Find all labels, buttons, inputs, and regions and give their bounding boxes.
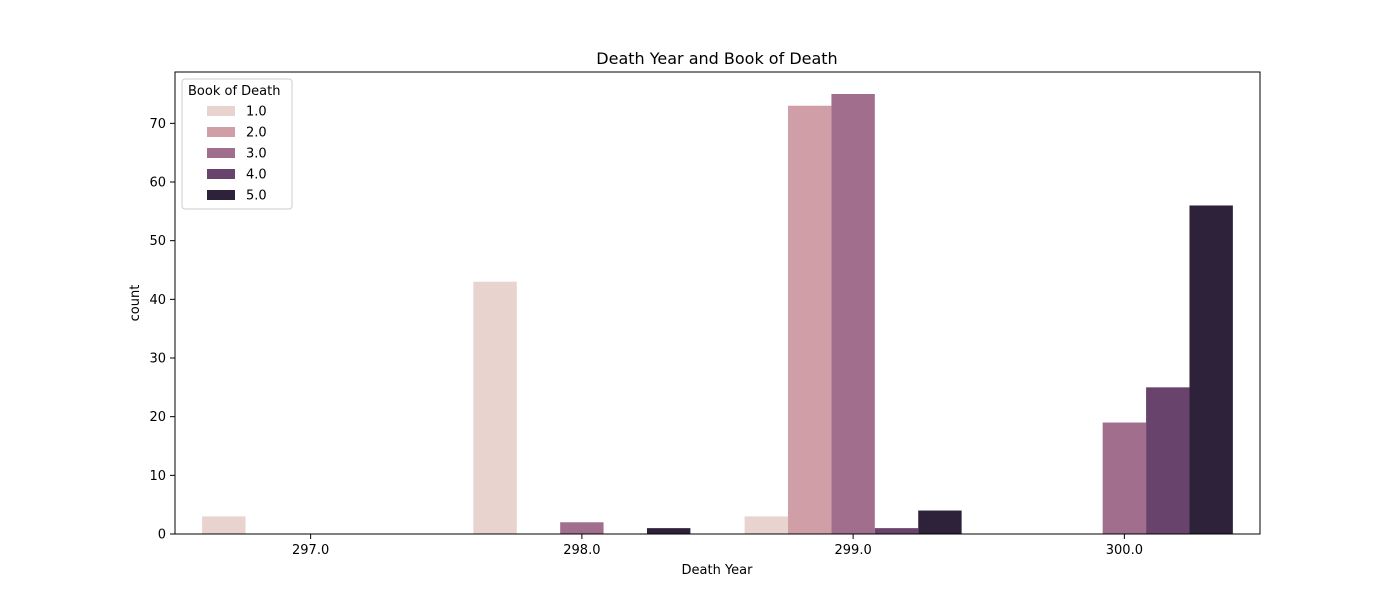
y-axis-label: count <box>128 285 143 322</box>
y-tick-label: 40 <box>149 293 166 308</box>
y-tick-label: 70 <box>149 117 166 132</box>
bar-298.0-series-3.0 <box>560 522 604 534</box>
bar-300.0-series-4.0 <box>1146 387 1190 534</box>
legend-label-4.0: 4.0 <box>246 168 267 183</box>
legend-swatch-3.0 <box>207 148 235 158</box>
bar-298.0-series-5.0 <box>646 528 691 534</box>
legend-label-2.0: 2.0 <box>246 126 267 141</box>
bar-300.0-series-3.0 <box>1102 422 1147 534</box>
bar-299.0-series-1.0 <box>744 516 789 534</box>
x-tick-label: 298.0 <box>563 543 600 558</box>
legend-label-5.0: 5.0 <box>246 189 267 204</box>
plot-frame <box>174 71 1261 535</box>
y-tick-label: 10 <box>149 469 166 484</box>
legend-title: Book of Death <box>188 84 280 99</box>
y-tick-label: 50 <box>149 234 166 249</box>
bar-298.0-series-1.0 <box>473 281 517 534</box>
bars-layer <box>202 94 1233 534</box>
bar-299.0-series-3.0 <box>831 94 875 534</box>
x-tick-label: 299.0 <box>835 543 872 558</box>
x-tick-label: 300.0 <box>1106 543 1143 558</box>
y-tick-label: 20 <box>149 410 166 425</box>
bar-297.0-series-1.0 <box>202 516 246 534</box>
legend-swatch-2.0 <box>207 127 235 137</box>
chart-title: Death Year and Book of Death <box>596 49 837 68</box>
x-axis: 297.0 298.0 299.0 300.0 <box>292 534 1143 558</box>
legend: Book of Death 1.0 2.0 3.0 4.0 5.0 <box>181 78 293 210</box>
bar-300.0-series-5.0 <box>1189 205 1233 534</box>
legend-label-3.0: 3.0 <box>246 147 267 162</box>
y-axis: 0 10 20 30 40 50 60 70 <box>149 117 175 543</box>
y-tick-label: 30 <box>149 352 166 367</box>
legend-swatch-1.0 <box>207 106 235 116</box>
legend-swatch-4.0 <box>207 169 235 179</box>
bar-299.0-series-2.0 <box>788 105 832 534</box>
bar-299.0-series-4.0 <box>874 528 919 534</box>
legend-swatch-5.0 <box>207 190 235 200</box>
legend-label-1.0: 1.0 <box>246 105 267 120</box>
x-axis-label: Death Year <box>682 563 754 578</box>
y-tick-label: 60 <box>149 176 166 191</box>
x-tick-label: 297.0 <box>292 543 329 558</box>
y-tick-label: 0 <box>158 528 166 543</box>
bar-299.0-series-5.0 <box>918 510 962 534</box>
